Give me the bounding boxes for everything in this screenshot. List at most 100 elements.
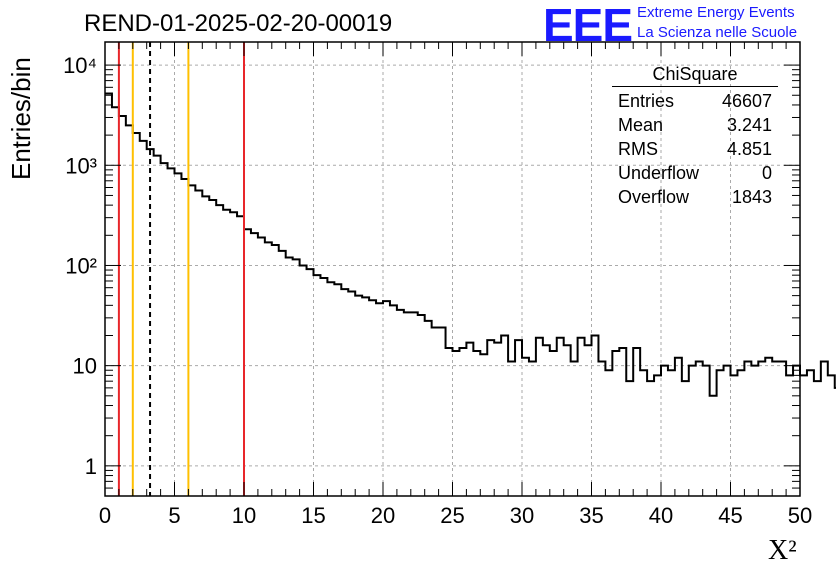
- histogram-bin: [598, 362, 605, 496]
- axis-ticks: [104, 42, 801, 497]
- histogram-bin: [473, 351, 480, 496]
- histogram-bin: [626, 381, 633, 496]
- histogram-bin: [459, 348, 466, 496]
- histogram-bin: [161, 163, 168, 496]
- x-tick-label: 5: [168, 503, 180, 528]
- histogram-bin: [216, 205, 223, 496]
- histogram-bin: [272, 245, 279, 496]
- x-tick-label: 0: [99, 503, 111, 528]
- x-tick-label: 10: [232, 503, 256, 528]
- stats-label: RMS: [618, 139, 658, 159]
- histogram-bin: [154, 156, 161, 496]
- grid-lines: [105, 42, 800, 496]
- stats-label: Overflow: [618, 187, 690, 207]
- histogram-bin: [188, 185, 195, 496]
- y-tick-label: 10⁴: [63, 53, 97, 78]
- histogram-bin: [432, 328, 439, 496]
- histogram-bin: [640, 370, 647, 496]
- histogram-bin: [682, 381, 689, 496]
- histogram-bin: [181, 179, 188, 496]
- stats-value: 1843: [731, 187, 772, 207]
- histogram-bin: [758, 362, 765, 496]
- histogram-bin: [765, 358, 772, 496]
- histogram-bin: [689, 366, 696, 496]
- histogram-bin: [501, 335, 508, 496]
- y-axis-label: Entries/bin: [6, 57, 36, 180]
- x-tick-label: 35: [579, 503, 603, 528]
- histogram-bin: [800, 375, 807, 496]
- histogram-bin: [751, 366, 758, 496]
- stats-label: Entries: [618, 91, 675, 111]
- histogram-bin: [446, 348, 453, 496]
- stats-value: 4.851: [726, 139, 772, 159]
- stats-row: Mean 3.241: [612, 113, 778, 137]
- histogram-bin: [710, 396, 717, 496]
- histogram-bin: [737, 370, 744, 496]
- histogram-bin: [744, 362, 751, 496]
- histogram-bin: [362, 297, 369, 496]
- stats-box-title: ChiSquare: [612, 64, 778, 87]
- histogram-bin: [647, 381, 654, 496]
- chart-title: REND-01-2025-02-20-00019: [84, 10, 393, 37]
- histogram-bin: [376, 303, 383, 496]
- x-tick-label: 50: [788, 503, 812, 528]
- histogram-bin: [397, 310, 404, 496]
- logo-line-2: La Scienza nelle Scuole: [637, 24, 798, 41]
- histogram-bin: [251, 233, 258, 496]
- histogram-bin: [522, 358, 529, 496]
- stats-value: 46607: [721, 91, 772, 111]
- histogram-bin: [675, 358, 682, 496]
- histogram-bin: [508, 362, 515, 496]
- y-tick-label: 1: [85, 454, 97, 479]
- histogram-bin: [418, 315, 425, 496]
- histogram-bin: [286, 258, 293, 496]
- histogram-bin: [369, 300, 376, 496]
- x-axis-label: X²: [768, 535, 797, 566]
- histogram-bin: [717, 370, 724, 496]
- histogram-bin: [605, 370, 612, 496]
- histogram-bin: [140, 141, 147, 496]
- histogram-bin: [133, 133, 140, 496]
- histogram-bin: [279, 251, 286, 496]
- histogram-bin: [355, 296, 362, 496]
- logo-line-1: Extreme Energy Events: [637, 4, 795, 21]
- histogram-bin: [585, 345, 592, 496]
- stats-row: Entries 46607: [612, 89, 778, 113]
- histogram-bin: [300, 265, 307, 496]
- x-tick-label: 40: [649, 503, 673, 528]
- histogram-bin: [661, 366, 668, 496]
- x-tick-label: 30: [510, 503, 534, 528]
- histogram-bin: [411, 312, 418, 496]
- stats-value: 0: [761, 163, 772, 183]
- histogram-bin: [425, 321, 432, 496]
- stats-label: Underflow: [618, 163, 700, 183]
- histogram-bin: [466, 343, 473, 496]
- histogram-bin: [168, 168, 175, 496]
- histogram-bin: [633, 348, 640, 496]
- stats-box: ChiSquare Entries 46607 Mean 3.241 RMS 4…: [612, 64, 778, 209]
- histogram-bin: [223, 210, 230, 496]
- histogram-bin: [244, 229, 251, 496]
- histogram-bin: [404, 312, 411, 496]
- histogram-bin: [453, 351, 460, 496]
- histogram-bin: [126, 125, 133, 496]
- histogram-bin: [564, 345, 571, 496]
- x-tick-label: 20: [371, 503, 395, 528]
- x-tick-label: 25: [440, 503, 464, 528]
- reference-lines: [117, 42, 245, 496]
- histogram-bin: [515, 340, 522, 496]
- axis-tick-labels: 0 5 10 15 20 25 30 35 40 45 50 1 10 10² 10³ 10⁴: [63, 53, 812, 528]
- stats-value: 3.241: [726, 115, 772, 135]
- histogram-bin: [724, 366, 731, 496]
- histogram-bin: [529, 362, 536, 496]
- histogram-series: [105, 92, 836, 496]
- histogram-bin: [119, 116, 126, 496]
- histogram-bin: [772, 362, 779, 496]
- histogram-bin: [348, 291, 355, 496]
- stats-label: Mean: [618, 115, 664, 135]
- histogram-bin: [821, 362, 828, 496]
- histogram-bin: [320, 278, 327, 496]
- histogram-bin: [202, 196, 209, 496]
- histogram-bin: [696, 362, 703, 496]
- histogram-bin: [175, 173, 182, 496]
